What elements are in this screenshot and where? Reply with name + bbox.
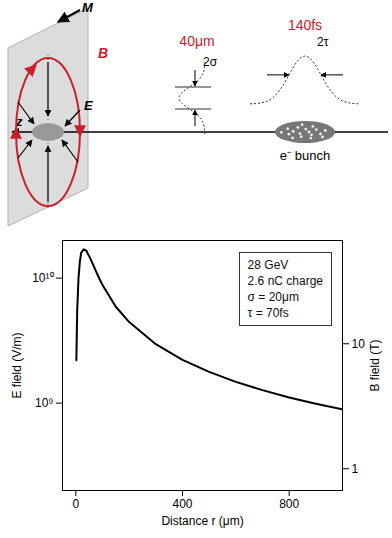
html-text:2.6 nC charge: 2.6 nC charge bbox=[247, 274, 323, 288]
svg-text:M: M bbox=[82, 0, 94, 15]
svg-text:Distance r (μm): Distance r (μm) bbox=[161, 514, 243, 528]
svg-text:140fs: 140fs bbox=[288, 17, 322, 33]
svg-text:10: 10 bbox=[352, 337, 366, 351]
svg-text:B field (T): B field (T) bbox=[368, 339, 382, 391]
svg-text:40μm: 40μm bbox=[179, 33, 214, 49]
svg-text:10⁹: 10⁹ bbox=[35, 396, 54, 410]
svg-text:400: 400 bbox=[172, 497, 192, 511]
svg-text:10¹⁰: 10¹⁰ bbox=[32, 271, 53, 285]
html-text:σ = 20μm: σ = 20μm bbox=[247, 290, 299, 304]
svg-text:E: E bbox=[84, 98, 93, 113]
svg-text:e⁻ bunch: e⁻ bunch bbox=[280, 148, 330, 163]
svg-text:E field (V/m): E field (V/m) bbox=[10, 332, 24, 398]
svg-text:1: 1 bbox=[352, 462, 359, 476]
svg-text:z: z bbox=[16, 114, 23, 129]
svg-text:800: 800 bbox=[279, 497, 299, 511]
svg-text:0: 0 bbox=[72, 497, 79, 511]
html-text:28 GeV: 28 GeV bbox=[247, 258, 289, 272]
svg-text:2σ: 2σ bbox=[203, 55, 218, 69]
html-text:τ = 70fs: τ = 70fs bbox=[247, 306, 289, 320]
svg-text:2τ: 2τ bbox=[317, 35, 329, 49]
svg-text:B: B bbox=[98, 45, 108, 61]
